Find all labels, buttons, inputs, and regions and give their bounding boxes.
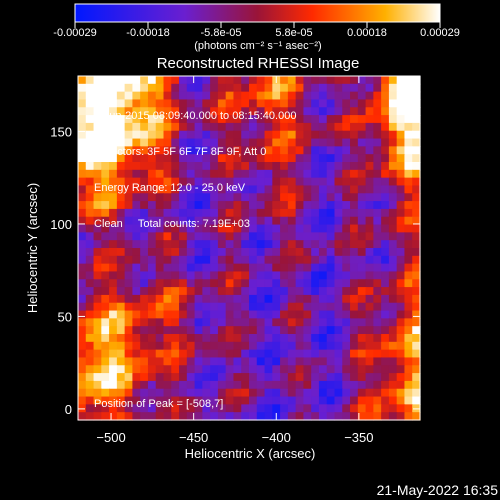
y-tick-label: 100 [50, 217, 72, 232]
timestamp: 21-May-2022 16:35 [376, 482, 498, 498]
colorbar-tick-label: 0.00018 [347, 27, 387, 39]
colorbar-ticks: -0.00029 -0.00018 -5.8e-05 5.8e-05 0.00018 0.… [53, 22, 460, 39]
info-detectors: Detectors: 3F 5F 6F 7F 8F 9F, Att 0 [94, 146, 267, 158]
y-tick-label: 50 [58, 309, 72, 324]
peak-position-label: Position of Peak = [-508,7] [94, 398, 224, 410]
plot-frame [77, 75, 421, 421]
info-clean-counts: Clean Total counts: 7.19E+03 [94, 218, 251, 230]
colorbar-tick-label: 0.00029 [420, 27, 460, 39]
x-tick-label: −450 [179, 430, 208, 445]
x-tick-label: −350 [344, 430, 373, 445]
info-energy-range: Energy Range: 12.0 - 25.0 keV [94, 182, 246, 194]
heatmap-image [78, 76, 421, 421]
x-tick-label: −500 [96, 430, 125, 445]
colorbar-unit-label: (photons cm⁻² s⁻¹ asec⁻²) [194, 40, 321, 52]
colorbar-tick-label: -0.00018 [126, 27, 169, 39]
colorbar [74, 3, 441, 23]
y-tick-label: 0 [65, 402, 72, 417]
y-axis-ticks: 0 50 100 150 [50, 124, 420, 417]
x-tick-label: −400 [262, 430, 291, 445]
chart-title: Reconstructed RHESSI Image [157, 55, 360, 72]
colorbar-tick-label: -0.00029 [53, 27, 96, 39]
info-time-range: 8-Jun-2015 08:09:40.000 to 08:15:40.000 [94, 110, 297, 122]
x-axis-label: Heliocentric X (arcsec) [185, 446, 316, 461]
colorbar-tick-label: -5.8e-05 [201, 27, 242, 39]
y-tick-label: 150 [50, 124, 72, 139]
colorbar-tick-label: 5.8e-05 [275, 27, 312, 39]
y-axis-label: Heliocentric Y (arcsec) [25, 183, 40, 313]
x-axis-ticks: −500 −450 −400 −350 [96, 76, 374, 445]
observation-info: 8-Jun-2015 08:09:40.000 to 08:15:40.000 … [94, 86, 296, 242]
